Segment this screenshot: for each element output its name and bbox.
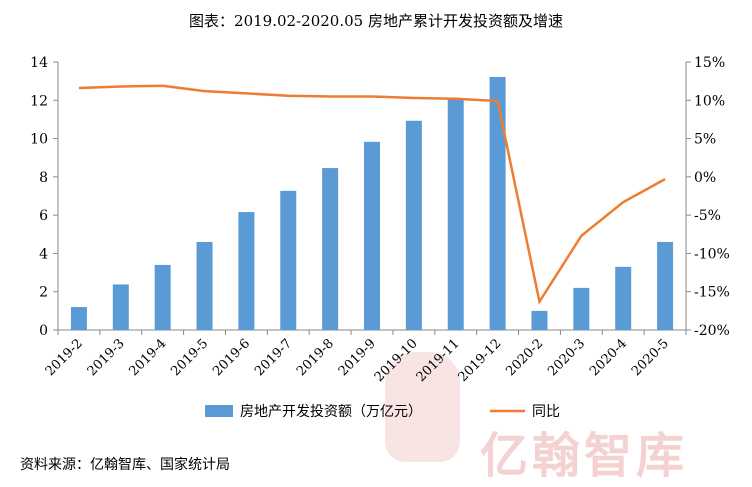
bar	[154, 264, 171, 330]
bar	[364, 141, 380, 330]
bar	[112, 284, 129, 330]
right-tick-label: -5%	[694, 208, 721, 224]
left-tick-label: 2	[39, 285, 48, 301]
chart-title: 图表：2019.02-2020.05 房地产累计开发投资额及增速	[189, 12, 563, 30]
legend-label-line: 同比	[532, 404, 560, 420]
right-tick-label: 0%	[694, 170, 716, 186]
left-tick-label: 10	[30, 132, 48, 148]
bar	[531, 310, 548, 330]
right-tick-label: -10%	[694, 246, 730, 262]
legend-label-bars: 房地产开发投资额（万亿元）	[240, 404, 422, 420]
x-tick-label: 2019-7	[252, 336, 295, 379]
bar	[238, 212, 255, 330]
legend-swatch-bars	[205, 405, 233, 417]
bar	[573, 287, 590, 330]
left-tick-label: 8	[39, 170, 48, 186]
right-tick-label: -15%	[694, 285, 730, 301]
right-tick-label: 10%	[694, 93, 725, 109]
right-tick-label: -20%	[694, 323, 730, 339]
bar	[70, 307, 87, 330]
bar	[196, 241, 213, 330]
left-tick-label: 14	[30, 55, 48, 71]
bar	[280, 190, 297, 330]
x-tick-label: 2019-3	[85, 336, 128, 379]
watermark: 亿翰智库	[480, 428, 689, 484]
x-tick-label: 2019-11	[414, 336, 463, 385]
x-tick-label: 2019-4	[127, 336, 170, 379]
left-tick-label: 12	[30, 93, 48, 109]
left-tick-label: 6	[39, 208, 48, 224]
x-tick-label: 2019-2	[43, 336, 86, 379]
bar	[489, 76, 506, 330]
x-tick-label: 2020-3	[545, 336, 588, 379]
x-tick-label: 2019-12	[456, 336, 505, 385]
x-tick-label: 2019-8	[294, 336, 337, 379]
bar	[447, 98, 464, 330]
bar	[615, 266, 632, 330]
source-note: 资料来源：亿翰智库、国家统计局	[20, 457, 230, 473]
x-tick-label: 2019-6	[210, 336, 253, 379]
watermark-logo	[385, 352, 460, 462]
right-tick-label: 15%	[694, 55, 725, 71]
right-tick-label: 5%	[694, 132, 716, 148]
bar	[405, 120, 422, 330]
left-tick-label: 4	[39, 246, 48, 262]
x-tick-label: 2019-5	[168, 336, 211, 379]
x-tick-label: 2020-2	[503, 336, 546, 379]
bar	[657, 241, 674, 330]
left-tick-label: 0	[39, 323, 48, 339]
x-tick-label: 2020-4	[587, 336, 630, 379]
bar	[322, 168, 339, 330]
x-tick-label: 2019-10	[372, 336, 421, 385]
x-tick-label: 2020-5	[629, 336, 672, 379]
